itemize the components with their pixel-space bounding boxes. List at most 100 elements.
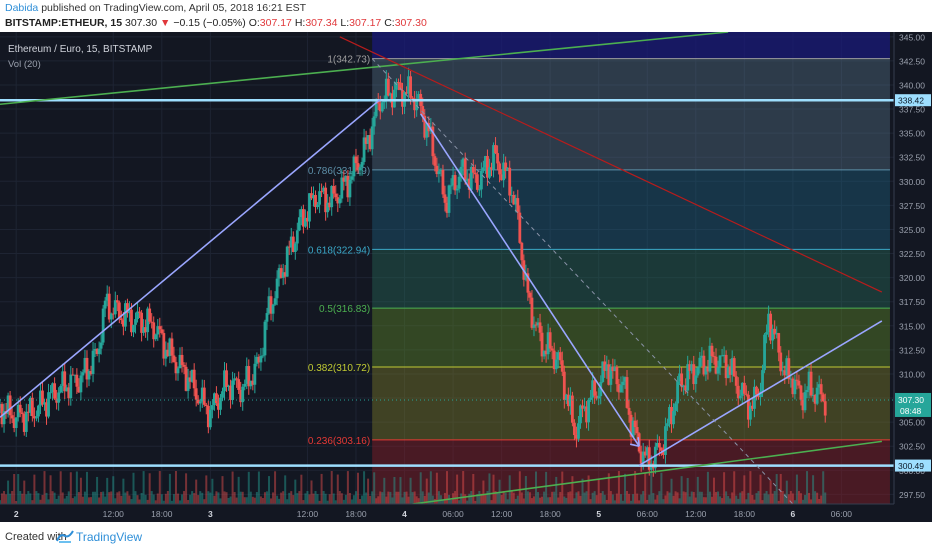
fib-zone (372, 439, 890, 504)
candle-body (740, 382, 744, 396)
candle-body (783, 370, 787, 376)
candle-body (184, 366, 188, 391)
volume-bar (443, 492, 446, 504)
candle-body (496, 153, 499, 164)
candle-body (560, 360, 564, 372)
volume-bar (652, 493, 655, 504)
candle-body (255, 356, 259, 364)
volume-bar (816, 492, 819, 504)
candle-body (732, 358, 736, 377)
candle-body (763, 334, 766, 371)
volume-bar (112, 476, 115, 504)
volume-bar (775, 474, 778, 504)
candle-body (111, 313, 115, 315)
volume-bar (500, 494, 503, 504)
volume-bar (429, 471, 432, 504)
x-tick-label: 12:00 (297, 509, 319, 519)
volume-bar (354, 491, 357, 504)
volume-bar (11, 491, 14, 504)
volume-bar (352, 495, 355, 504)
candle-body (395, 82, 398, 90)
volume-bar (126, 491, 129, 504)
candle-body (340, 177, 344, 199)
candle-body (603, 361, 607, 371)
tradingview-brand[interactable]: TradingView (76, 530, 143, 544)
volume-bar (806, 471, 809, 504)
candle-body (326, 202, 330, 213)
candle-body (196, 399, 200, 404)
candle-body (645, 447, 649, 456)
volume-bar (53, 492, 56, 504)
volume-bar (253, 497, 256, 504)
candle-body (231, 380, 235, 400)
candle-body (289, 236, 293, 248)
volume-bar (219, 498, 222, 504)
volume-bar (43, 471, 46, 504)
volume-bar (474, 500, 477, 504)
author-link[interactable]: Dabida (5, 2, 39, 14)
fib-zone (372, 308, 890, 368)
candle-body (73, 374, 77, 376)
volume-bar (755, 493, 758, 504)
candle-body (91, 350, 95, 374)
candle-body (411, 97, 415, 99)
tradingview-logo-icon[interactable] (56, 528, 74, 544)
volume-bar (235, 497, 238, 504)
volume-bar (328, 494, 331, 504)
candle-body (324, 187, 328, 213)
volume-bar (330, 471, 333, 504)
candle-body (755, 386, 758, 395)
candle-body (554, 359, 558, 370)
volume-bar (524, 476, 527, 504)
candle-body (208, 409, 212, 428)
volume-bar (617, 471, 620, 504)
candle-body (463, 158, 467, 182)
volume-bar (413, 491, 416, 504)
volume-bar (514, 498, 517, 504)
volume-bar (140, 493, 143, 504)
time-axis-background (0, 504, 932, 522)
candle-body (775, 333, 779, 335)
volume-bar (522, 498, 525, 504)
volume-bar (5, 494, 8, 504)
volume-bar (801, 499, 804, 504)
y-tick-label: 315.00 (899, 321, 925, 331)
candle-body (631, 420, 635, 437)
volume-bar (466, 500, 469, 504)
candle-body (819, 384, 823, 395)
candle-body (269, 296, 273, 314)
candle-body (348, 179, 352, 198)
candle-body (186, 377, 190, 391)
volume-bar (492, 474, 495, 504)
x-tick-label: 06:00 (831, 509, 853, 519)
volume-bar (282, 491, 285, 504)
volume-bar (310, 480, 313, 504)
volume-bar (712, 477, 715, 504)
candle-body (817, 384, 821, 388)
candle-body (700, 355, 704, 358)
candle-body (597, 396, 601, 399)
x-tick-label: 12:00 (103, 509, 125, 519)
volume-bar (403, 491, 406, 504)
volume-bar (808, 492, 811, 504)
x-tick-label: 18:00 (151, 509, 173, 519)
volume-bar (814, 491, 817, 504)
candle-body (368, 135, 372, 150)
candle-body (20, 412, 24, 414)
candle-body (156, 326, 160, 335)
volume-bar (100, 491, 103, 504)
candle-body (293, 243, 297, 253)
volume-bar (213, 495, 216, 504)
candle-body (803, 392, 807, 411)
candle-body (283, 272, 287, 277)
volume-bar (296, 493, 299, 504)
y-tick-label: 317.50 (899, 297, 925, 307)
candle-body (304, 217, 307, 227)
price-chart[interactable]: 1(342.73) 0.786(331.19) 0.618(322.94) 0.5(3… (0, 32, 932, 522)
candle-body (490, 167, 493, 170)
volume-bar (510, 491, 513, 504)
candle-body (668, 407, 671, 424)
volume-bar (539, 497, 542, 504)
candle-body (182, 364, 186, 367)
candle-body (67, 387, 71, 399)
